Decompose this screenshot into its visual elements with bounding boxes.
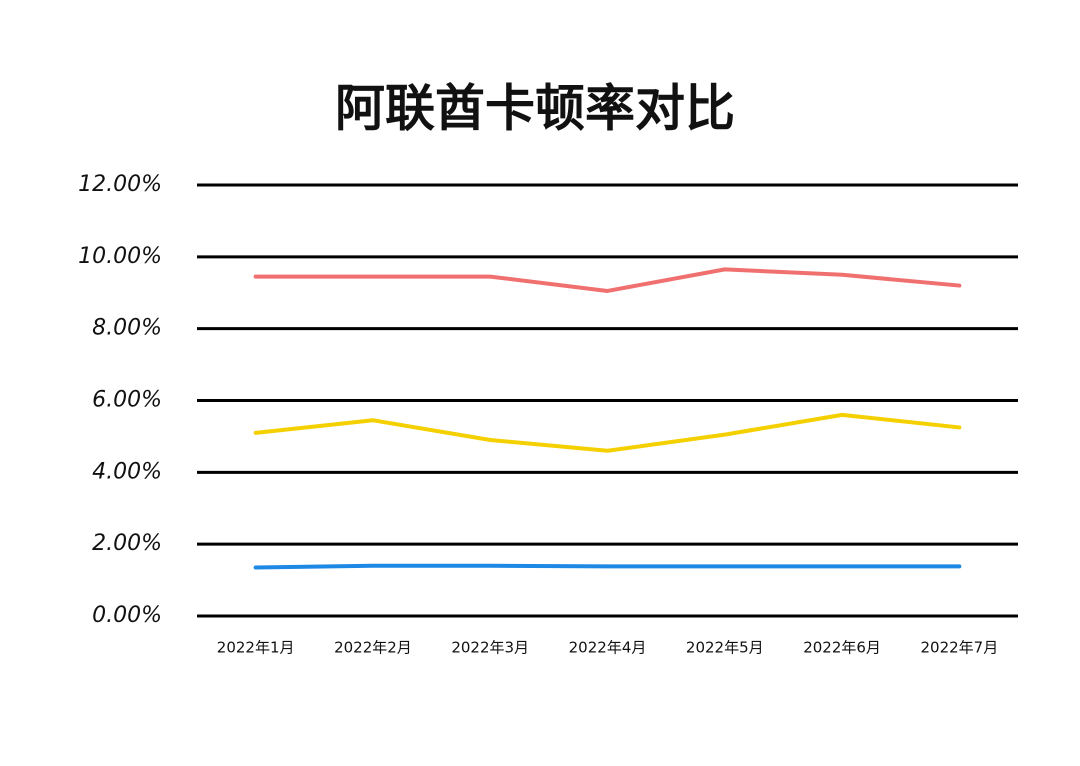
x-tick-label: 2022年4月 xyxy=(569,639,647,657)
x-tick-label: 2022年1月 xyxy=(217,639,295,657)
y-tick-label: 8.00% xyxy=(92,316,162,341)
y-tick-label: 4.00% xyxy=(92,459,162,484)
y-tick-label: 6.00% xyxy=(92,388,162,413)
y-tick-label: 2.00% xyxy=(92,531,162,556)
x-tick-label: 2022年5月 xyxy=(686,639,764,657)
series-line xyxy=(253,412,962,453)
series-line xyxy=(253,563,962,570)
x-tick-label: 2022年6月 xyxy=(803,639,881,657)
y-tick-label: 12.00% xyxy=(78,172,162,197)
x-tick-label: 2022年3月 xyxy=(451,639,529,657)
series-line xyxy=(253,267,962,293)
x-tick-label: 2022年2月 xyxy=(334,639,412,657)
x-tick-label: 2022年7月 xyxy=(920,639,998,657)
y-tick-label: 0.00% xyxy=(92,603,162,628)
y-tick-label: 10.00% xyxy=(78,244,162,269)
chart-title: 阿联酋卡顿率对比 xyxy=(335,80,735,138)
